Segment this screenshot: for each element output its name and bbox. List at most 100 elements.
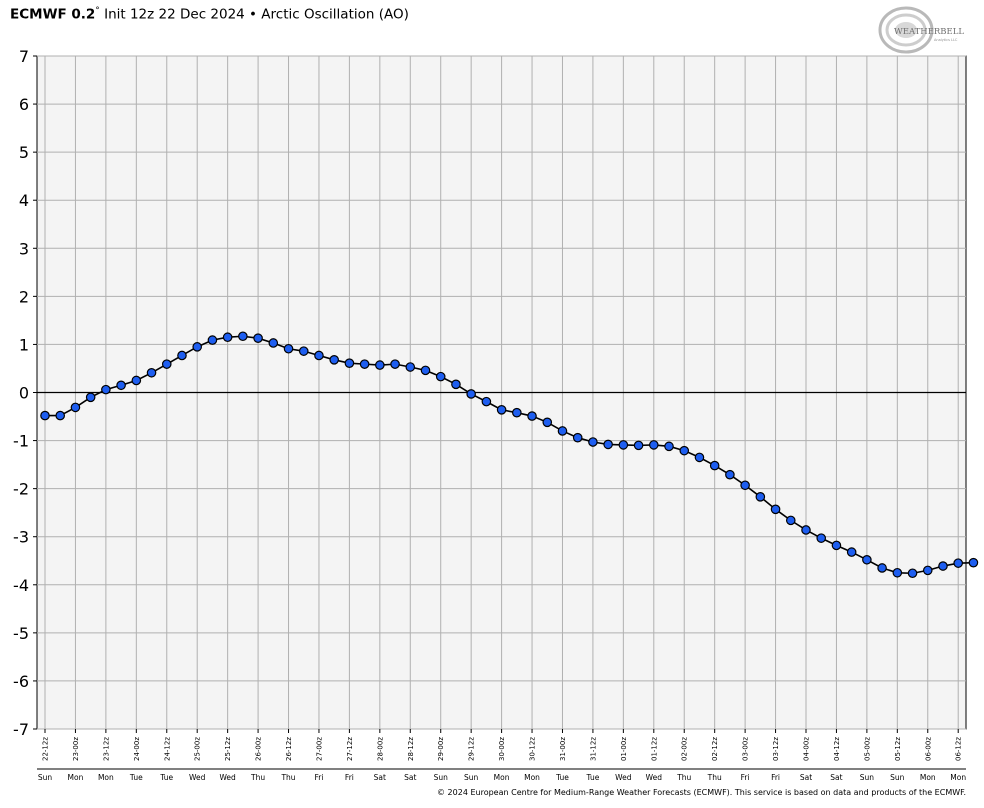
data-point bbox=[131, 375, 142, 386]
x-day-label: Fri bbox=[314, 773, 323, 782]
data-point bbox=[329, 355, 339, 365]
data-point bbox=[314, 350, 324, 361]
data-point bbox=[664, 441, 674, 452]
data-point bbox=[40, 410, 50, 421]
data-point bbox=[177, 350, 187, 361]
data-point bbox=[512, 407, 522, 418]
x-day-label: Fri bbox=[741, 773, 750, 782]
x-day-label: Tue bbox=[159, 773, 173, 782]
x-day-label: Sat bbox=[830, 773, 842, 782]
x-tick-label: 23-00z bbox=[72, 737, 80, 761]
x-day-label: Sat bbox=[374, 773, 386, 782]
weatherbell-logo-icon: WEATHERBELL Analytics LLC bbox=[878, 6, 964, 54]
data-point bbox=[85, 392, 96, 403]
x-day-label: Thu bbox=[707, 773, 722, 782]
data-points bbox=[40, 331, 979, 579]
data-point bbox=[146, 367, 157, 378]
weatherbell-logo: WEATHERBELL Analytics LLC bbox=[876, 4, 972, 56]
data-point bbox=[496, 405, 507, 415]
x-day-label: Wed bbox=[646, 773, 663, 782]
data-point bbox=[801, 525, 811, 535]
x-day-label: Wed bbox=[219, 773, 236, 782]
x-tick-label: 25-00z bbox=[194, 737, 202, 761]
data-point bbox=[877, 563, 887, 573]
x-day-label: Tue bbox=[129, 773, 143, 782]
data-point bbox=[70, 402, 81, 413]
data-point bbox=[709, 460, 720, 471]
data-point bbox=[268, 338, 279, 348]
x-tick-label: 27-12z bbox=[346, 737, 354, 761]
y-tick-label: 1 bbox=[19, 335, 29, 354]
data-point bbox=[161, 359, 172, 369]
x-tick-label: 22-12z bbox=[42, 737, 50, 761]
x-day-label: Sun bbox=[434, 773, 449, 782]
y-tick-label: -2 bbox=[13, 480, 29, 499]
x-tick-label: 30-00z bbox=[498, 737, 506, 761]
data-point bbox=[740, 480, 750, 491]
x-tick-label: 05-12z bbox=[894, 737, 902, 761]
x-day-label: Mon bbox=[68, 773, 84, 782]
y-tick-label: 0 bbox=[19, 384, 29, 403]
x-day-label: Tue bbox=[555, 773, 569, 782]
x-tick-label: 01-12z bbox=[650, 737, 658, 761]
data-point bbox=[846, 547, 857, 557]
x-day-label: Sun bbox=[38, 773, 53, 782]
data-point bbox=[527, 411, 537, 421]
chart-title: ECMWF 0.2° Init 12z 22 Dec 2024 • Arctic… bbox=[10, 6, 409, 23]
data-point bbox=[451, 379, 461, 390]
x-tick-label: 28-12z bbox=[407, 737, 415, 761]
data-point bbox=[466, 389, 476, 399]
x-day-label: Thu bbox=[280, 773, 295, 782]
y-tick-label: 7 bbox=[19, 47, 29, 66]
y-tick-label: -3 bbox=[13, 528, 29, 547]
data-point bbox=[968, 557, 979, 568]
data-point bbox=[101, 384, 111, 395]
x-tick-label: 28-00z bbox=[376, 737, 384, 761]
data-point bbox=[953, 558, 963, 568]
x-tick-label: 24-00z bbox=[133, 737, 141, 761]
data-point bbox=[755, 492, 766, 502]
y-tick-label: -1 bbox=[13, 432, 29, 451]
data-point bbox=[192, 342, 202, 352]
data-point bbox=[785, 515, 796, 526]
x-day-label: Sun bbox=[890, 773, 905, 782]
data-point bbox=[542, 417, 553, 428]
data-point bbox=[207, 335, 218, 345]
y-tick-label: 3 bbox=[19, 239, 29, 258]
x-tick-label: 29-00z bbox=[437, 737, 445, 761]
x-day-label: Mon bbox=[920, 773, 936, 782]
x-day-label: Thu bbox=[250, 773, 265, 782]
x-day-label: Mon bbox=[494, 773, 510, 782]
data-point bbox=[892, 567, 903, 578]
x-day-label: Sun bbox=[464, 773, 479, 782]
x-tick-label: 23-12z bbox=[102, 737, 110, 761]
data-point bbox=[359, 359, 370, 369]
x-day-label: Wed bbox=[189, 773, 206, 782]
copyright-footer: © 2024 European Centre for Medium-Range … bbox=[437, 788, 966, 797]
x-tick-label: 03-00z bbox=[742, 737, 750, 761]
x-day-label: Sun bbox=[860, 773, 875, 782]
x-day-label: Mon bbox=[524, 773, 540, 782]
y-tick-label: -4 bbox=[13, 576, 29, 595]
data-point bbox=[55, 410, 66, 421]
degree-symbol: ° bbox=[95, 6, 100, 16]
x-tick-label: 27-00z bbox=[315, 737, 323, 761]
y-tick-label: 4 bbox=[19, 191, 29, 210]
data-point bbox=[694, 452, 705, 463]
y-tick-label: 5 bbox=[19, 143, 29, 162]
data-point bbox=[420, 365, 431, 376]
data-point bbox=[116, 380, 126, 391]
x-tick-label: 01-00z bbox=[620, 737, 628, 761]
data-point bbox=[238, 331, 248, 342]
x-tick-label: 02-12z bbox=[711, 737, 719, 761]
data-point bbox=[298, 346, 309, 356]
y-tick-label: -6 bbox=[13, 672, 29, 691]
data-point bbox=[344, 358, 355, 368]
data-point bbox=[633, 440, 644, 451]
y-tick-label: -7 bbox=[13, 720, 29, 739]
x-tick-label: 31-00z bbox=[559, 737, 567, 761]
data-point bbox=[725, 469, 735, 480]
x-tick-label: 02-00z bbox=[681, 737, 689, 761]
x-tick-label: 31-12z bbox=[589, 737, 597, 761]
